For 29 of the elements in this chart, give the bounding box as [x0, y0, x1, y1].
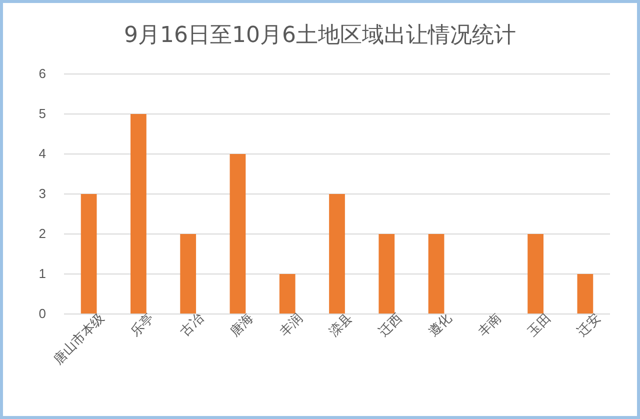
y-tick-label: 0: [38, 306, 46, 322]
y-tick-label: 6: [38, 66, 46, 82]
x-tick-label: 迁西: [376, 310, 405, 340]
bar: [378, 234, 395, 314]
x-tick-label: 玉田: [524, 310, 554, 340]
y-tick-label: 5: [38, 106, 46, 122]
bar: [180, 234, 196, 314]
x-tick-label: 丰润: [276, 310, 306, 340]
chart-title: 9月16日至10月6土地区域出让情况统计: [124, 23, 516, 48]
y-tick-label: 2: [38, 226, 46, 242]
bar: [230, 154, 246, 314]
bar: [577, 274, 594, 314]
y-tick-label: 1: [38, 266, 46, 282]
bar: [428, 234, 444, 314]
x-tick-label: 遵化: [425, 310, 454, 340]
bar: [80, 194, 97, 314]
x-tick-label: 唐海: [226, 310, 256, 340]
x-tick-label: 乐亭: [127, 310, 156, 340]
x-tick-label: 丰南: [474, 310, 504, 340]
bar: [528, 234, 544, 314]
x-tick-label: 唐山市本级: [50, 310, 107, 367]
x-tick-label: 古冶: [177, 310, 206, 340]
bar: [130, 114, 146, 314]
bar: [279, 274, 296, 314]
x-tick-label: 滦县: [326, 310, 356, 340]
x-tick-label: 迁安: [574, 310, 604, 340]
bar: [329, 194, 345, 314]
y-tick-label: 4: [38, 146, 46, 162]
y-tick-label: 3: [38, 186, 46, 202]
